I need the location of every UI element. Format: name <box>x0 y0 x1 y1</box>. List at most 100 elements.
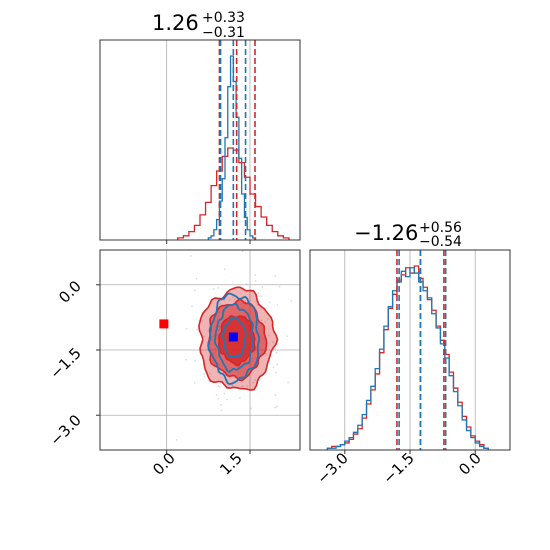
x-marginal-title: 1.26 +0.33 −0.31 <box>152 10 245 41</box>
joint-sample-point <box>252 381 255 384</box>
y-tick-1: −1.5 <box>46 344 84 382</box>
joint-sample-point <box>226 398 229 401</box>
joint-sample-point <box>223 299 226 302</box>
joint-sample-point <box>276 405 278 408</box>
joint-sample-point <box>231 385 234 387</box>
joint-sample-point <box>260 319 263 322</box>
joint-sample-point <box>217 397 220 400</box>
y-title-lower: −0.54 <box>419 234 462 250</box>
y-tick-2: −3.0 <box>46 411 84 449</box>
y-title-value: −1.26 <box>354 221 418 245</box>
joint-sample-point <box>193 289 196 292</box>
joint-sample-point <box>191 305 193 308</box>
joint-sample-point <box>274 275 277 277</box>
joint-sample-point <box>244 299 247 302</box>
joint-clipped <box>100 250 324 450</box>
joint-sample-point <box>212 288 215 291</box>
joint-sample-point <box>215 394 218 396</box>
joint-sample-point <box>286 335 289 338</box>
joint-sample-point <box>257 292 260 295</box>
joint-sample-point <box>245 283 248 285</box>
joint-sample-point <box>254 274 257 276</box>
joint-sample-point <box>194 359 196 362</box>
joint-sample-point <box>217 287 220 289</box>
joint-contour-blue-1 <box>213 302 254 374</box>
ym-tick-1: −1.5 <box>379 449 417 487</box>
joint-sample-point <box>290 300 293 302</box>
joint-sample-point <box>287 381 290 384</box>
joint-sample-point <box>185 358 188 361</box>
joint-sample-point <box>207 330 210 333</box>
joint-sample-point <box>272 341 275 344</box>
joint-sample-point <box>260 295 263 298</box>
right-hist-blue <box>326 267 489 450</box>
joint-sample-point <box>231 384 234 386</box>
joint-sample-point <box>218 386 221 388</box>
x-tick-0: 0.0 <box>149 449 179 479</box>
y-title-upper: +0.56 <box>419 220 462 236</box>
joint-marker-blue <box>228 332 238 342</box>
x-title-value: 1.26 <box>152 11 199 35</box>
joint-sample-point <box>261 286 264 288</box>
joint-sample-point <box>276 363 279 366</box>
joint-sample-point <box>274 394 277 396</box>
joint-sample-point <box>250 407 253 410</box>
joint-sample-point <box>193 381 196 384</box>
x-tick-1: 1.5 <box>216 449 246 479</box>
x-title-lower: −0.31 <box>202 25 245 41</box>
joint-sample-point <box>195 277 198 280</box>
joint-y-ticks: 0.0 −1.5 −3.0 <box>46 277 84 449</box>
joint-sample-point <box>240 385 243 388</box>
y-marginal-x-ticks: −3.0 −1.5 0.0 <box>313 449 484 487</box>
joint-sample-point <box>264 321 267 324</box>
top-frame <box>99 39 301 241</box>
joint-panel <box>96 249 324 454</box>
x-title-upper: +0.33 <box>202 10 245 26</box>
joint-sample-point <box>185 327 188 330</box>
x-marginal-panel <box>99 39 301 244</box>
joint-sample-point <box>220 409 223 412</box>
joint-sample-point <box>264 352 267 355</box>
joint-sample-point <box>246 385 249 388</box>
ym-tick-2: 0.0 <box>455 449 485 479</box>
joint-sample-point <box>268 301 271 304</box>
joint-sample-point <box>231 296 234 299</box>
joint-sample-point <box>196 328 199 331</box>
joint-sample-point <box>267 318 269 320</box>
joint-sample-point <box>228 299 231 301</box>
joint-sample-point <box>203 335 206 338</box>
y-marginal-title: −1.26 +0.56 −0.54 <box>354 220 462 250</box>
joint-sample-point <box>276 304 279 306</box>
joint-x-ticks: 0.0 1.5 <box>149 449 246 479</box>
joint-sample-point <box>201 320 204 322</box>
joint-sample-point <box>217 385 220 387</box>
joint-sample-point <box>208 372 211 375</box>
joint-sample-point <box>175 438 178 441</box>
joint-sample-point <box>203 373 206 376</box>
joint-sample-point <box>241 250 244 253</box>
joint-contour-blue-2 <box>221 316 247 359</box>
joint-sample-point <box>203 375 206 378</box>
joint-sample-point <box>278 285 281 288</box>
ym-tick-0: −3.0 <box>313 449 351 487</box>
joint-sample-point <box>233 298 236 301</box>
joint-sample-point <box>241 385 244 388</box>
right-hist-red <box>326 265 489 450</box>
joint-sample-point <box>272 366 275 369</box>
joint-sample-point <box>254 379 257 381</box>
joint-sample-point <box>238 397 241 400</box>
top-hist-blue <box>207 55 257 240</box>
joint-sample-point <box>275 351 278 354</box>
joint-marker-red <box>159 319 169 329</box>
y-marginal-panel <box>309 249 511 454</box>
joint-sample-point <box>322 328 324 330</box>
joint-sample-point <box>254 279 257 282</box>
joint-contour-blue-0 <box>207 292 261 386</box>
joint-sample-point <box>220 403 223 406</box>
joint-sample-point <box>223 392 226 395</box>
joint-sample-point <box>189 255 192 257</box>
joint-sample-point <box>274 348 276 350</box>
joint-sample-point <box>219 303 222 305</box>
joint-sample-point <box>274 406 277 409</box>
